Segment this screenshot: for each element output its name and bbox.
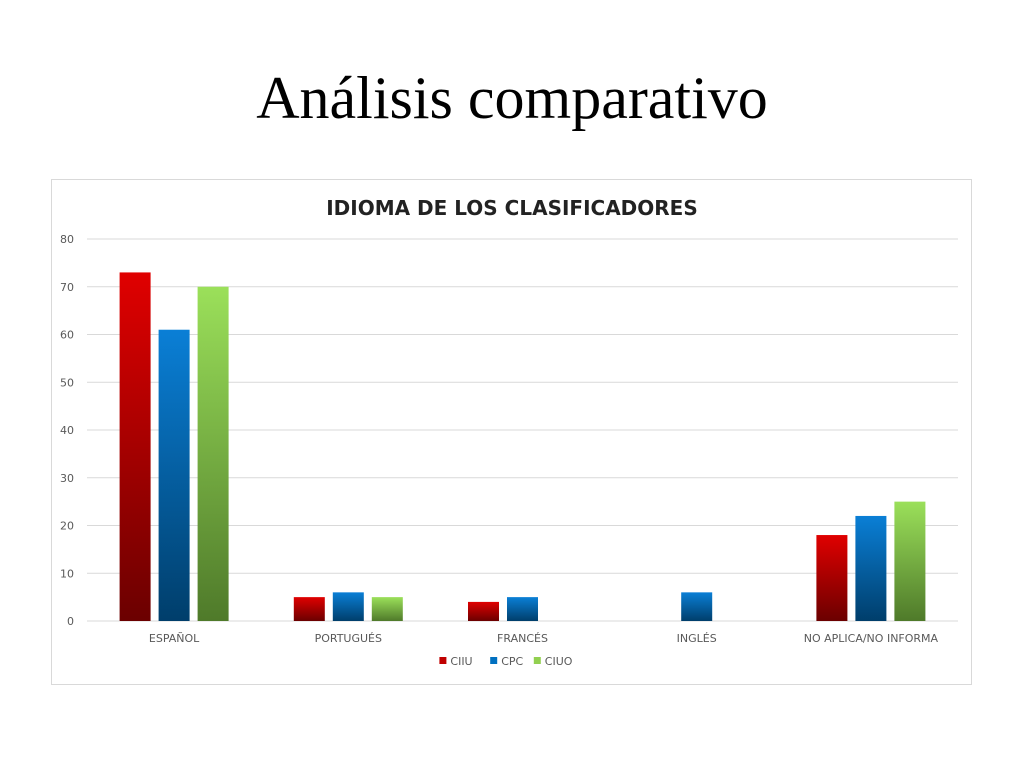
bar-cpc-2 bbox=[507, 597, 538, 621]
x-tick-label: ESPAÑOL bbox=[149, 632, 200, 645]
y-tick-label: 60 bbox=[60, 329, 74, 342]
legend-swatch-cpc bbox=[490, 657, 498, 664]
legend-swatch-ciiu bbox=[439, 657, 447, 664]
chart-title: IDIOMA DE LOS CLASIFICADORES bbox=[326, 196, 698, 220]
y-axis: 0 10 20 30 40 50 60 70 80 bbox=[60, 233, 74, 628]
chart-container: IDIOMA DE LOS CLASIFICADORES 0 10 20 30 40 50… bbox=[51, 179, 972, 685]
y-tick-label: 40 bbox=[60, 424, 74, 437]
bars bbox=[119, 272, 926, 621]
bar-ciiu-1 bbox=[293, 597, 325, 621]
gridlines bbox=[87, 238, 958, 622]
y-tick-label: 10 bbox=[60, 567, 74, 580]
y-tick-label: 80 bbox=[60, 233, 74, 246]
bar-ciiu-2 bbox=[468, 601, 499, 621]
bar-cpc-0 bbox=[158, 329, 190, 621]
bar-cpc-1 bbox=[332, 592, 364, 621]
y-tick-label: 20 bbox=[60, 520, 74, 533]
x-tick-label: FRANCÉS bbox=[497, 632, 548, 645]
legend-label-ciuo: CIUO bbox=[545, 655, 573, 668]
legend-swatch-ciuo bbox=[533, 657, 541, 664]
x-tick-label: INGLÉS bbox=[677, 632, 717, 645]
x-axis: ESPAÑOL PORTUGUÉS FRANCÉS INGLÉS NO APLICA/N… bbox=[149, 632, 939, 645]
y-tick-label: 50 bbox=[60, 376, 74, 389]
y-tick-label: 70 bbox=[60, 281, 74, 294]
legend-label-cpc: CPC bbox=[501, 655, 523, 668]
bar-ciiu-4 bbox=[816, 535, 848, 621]
slide-title: Análisis comparativo bbox=[256, 65, 768, 131]
bar-chart: IDIOMA DE LOS CLASIFICADORES 0 10 20 30 40 50… bbox=[60, 196, 958, 668]
legend: CIIU CPC CIUO bbox=[439, 655, 573, 668]
bar-ciiu-0 bbox=[119, 272, 151, 621]
bar-cpc-3 bbox=[681, 592, 713, 621]
bar-ciuo-4 bbox=[894, 501, 926, 621]
bar-ciuo-1 bbox=[371, 597, 403, 621]
bar-cpc-4 bbox=[855, 515, 887, 621]
y-tick-label: 0 bbox=[67, 615, 74, 628]
x-tick-label: PORTUGUÉS bbox=[315, 632, 382, 645]
bar-ciuo-0 bbox=[197, 286, 229, 621]
y-tick-label: 30 bbox=[60, 472, 74, 485]
legend-label-ciiu: CIIU bbox=[450, 655, 472, 668]
x-tick-label: NO APLICA/NO INFORMA bbox=[804, 632, 939, 645]
